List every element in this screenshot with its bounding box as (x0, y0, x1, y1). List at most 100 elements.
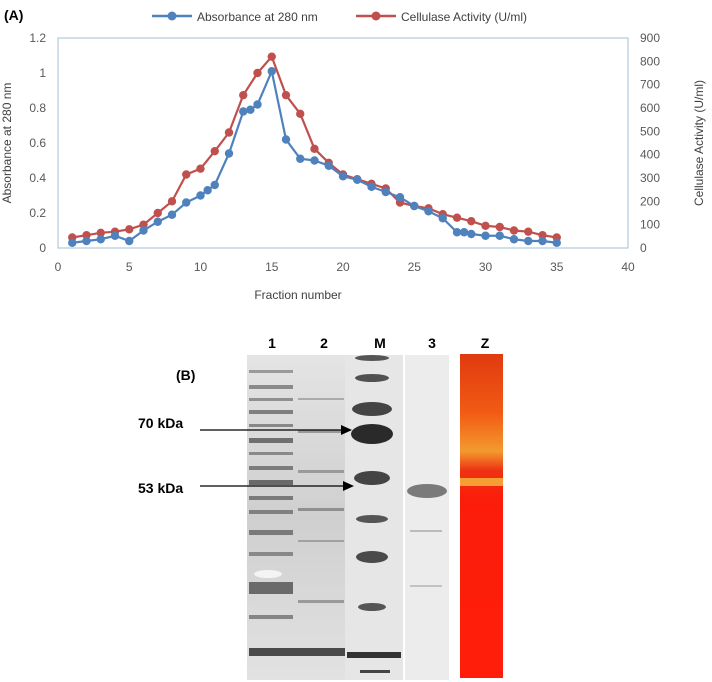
data-point (203, 186, 212, 195)
data-point (424, 207, 433, 216)
data-point (481, 221, 490, 231)
series-lines (68, 52, 561, 247)
data-point (239, 107, 248, 116)
panel-b-label: (B) (176, 367, 195, 383)
data-point (367, 182, 376, 191)
y2-tick-label: 800 (640, 54, 660, 68)
data-point (82, 230, 91, 240)
y-tick-label: 0 (39, 241, 46, 255)
data-point (481, 231, 490, 240)
x-tick-label: 20 (336, 260, 350, 274)
data-point (153, 217, 162, 226)
data-point (452, 228, 462, 237)
data-point (139, 226, 148, 235)
data-point (509, 235, 519, 244)
data-point (459, 228, 469, 237)
y2-tick-label: 0 (640, 241, 647, 255)
data-point (224, 128, 234, 137)
data-point (281, 135, 291, 144)
arrowhead-70kda (341, 425, 352, 435)
data-point (182, 198, 191, 207)
data-point (538, 230, 547, 240)
data-point (167, 197, 177, 206)
data-point (524, 227, 533, 236)
y-axis-left-label: Absorbance at 280 nm (0, 83, 14, 204)
gel-zymogram-lane (460, 354, 503, 678)
gel-lane-3 (405, 355, 449, 680)
series-absorbance (68, 67, 561, 247)
x-axis-label: Fraction number (254, 288, 341, 302)
y-tick-label: 0.8 (29, 101, 46, 115)
marker-label-70kda: 70 kDa (138, 415, 183, 431)
data-point (267, 52, 276, 61)
data-point (310, 156, 319, 165)
y-tick-label: 0.6 (29, 136, 46, 150)
data-point (253, 100, 262, 109)
data-point (467, 216, 476, 226)
data-point (353, 175, 362, 184)
data-point (239, 90, 248, 100)
gel-lane-labels: 1 2 M 3 Z (268, 335, 490, 351)
y2-tick-label: 900 (640, 31, 660, 45)
y-axis-right-label: Cellulase Activity (U/ml) (692, 80, 706, 206)
data-point (210, 146, 219, 156)
arrowhead-53kda (343, 481, 354, 491)
y2-tick-label: 500 (640, 124, 660, 138)
data-point (338, 172, 348, 181)
marker-53kda: 53 kDa (138, 480, 354, 496)
y-axis-right-ticks: 0 100 200 300 400 500 600 700 800 900 (640, 31, 660, 255)
x-tick-label: 25 (408, 260, 422, 274)
y2-tick-label: 300 (640, 171, 660, 185)
data-point (296, 154, 305, 163)
lane-3-bands (407, 484, 447, 587)
legend-label-cellulase: Cellulase Activity (U/ml) (401, 10, 527, 24)
data-point (253, 68, 262, 78)
y2-tick-label: 200 (640, 194, 660, 208)
data-point (296, 109, 305, 119)
data-point (139, 220, 148, 229)
data-point (281, 90, 291, 100)
data-point (509, 226, 519, 235)
data-point (395, 193, 405, 202)
data-point (68, 238, 77, 247)
data-point (125, 236, 134, 246)
series-cellulase (68, 52, 561, 242)
x-tick-label: 10 (194, 260, 208, 274)
data-point (96, 235, 105, 244)
y-axis-left-ticks: 0 0.2 0.4 0.6 0.8 1 1.2 (29, 31, 46, 255)
plot-area (57, 37, 629, 249)
data-point (196, 164, 205, 173)
gel-lysate-block (247, 355, 348, 680)
data-point (495, 231, 504, 240)
data-point (224, 149, 234, 158)
data-point (210, 180, 219, 190)
data-point (125, 225, 134, 234)
data-point (467, 229, 476, 239)
y-tick-label: 1 (39, 66, 46, 80)
lysate-bands (249, 370, 348, 656)
data-point (196, 191, 205, 200)
data-point (310, 144, 319, 154)
data-point (96, 228, 105, 238)
data-point (246, 105, 255, 114)
marker-70kda: 70 kDa (138, 415, 352, 435)
data-point (153, 208, 162, 218)
x-tick-label: 40 (621, 260, 635, 274)
x-tick-label: 15 (265, 260, 279, 274)
y2-tick-label: 700 (640, 78, 660, 92)
legend: Absorbance at 280 nm Cellulase Activity … (152, 10, 527, 24)
lane-label-2: 2 (320, 335, 328, 351)
x-tick-label: 0 (55, 260, 62, 274)
data-point (267, 67, 276, 76)
y-tick-label: 0.4 (29, 171, 46, 185)
x-tick-label: 5 (126, 260, 133, 274)
data-point (538, 236, 547, 246)
data-point (524, 236, 533, 246)
y-tick-label: 1.2 (29, 31, 46, 45)
y2-tick-label: 600 (640, 101, 660, 115)
data-point (110, 231, 120, 240)
data-point (452, 213, 462, 222)
lane-label-3: 3 (428, 335, 436, 351)
x-tick-label: 30 (479, 260, 493, 274)
